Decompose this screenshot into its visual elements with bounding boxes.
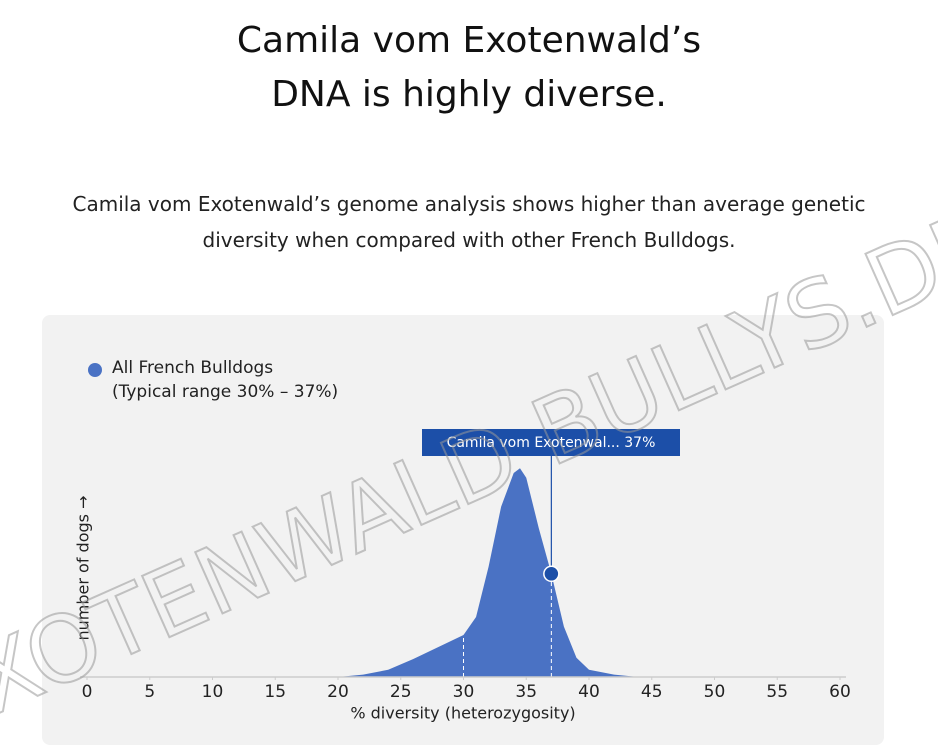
x-tick-label: 55 (766, 682, 788, 702)
legend-label: All French Bulldogs (112, 358, 273, 378)
x-tick-label: 30 (453, 682, 475, 702)
marker-point (543, 565, 560, 583)
x-tick-label: 40 (578, 682, 600, 702)
title: Camila vom Exotenwald’s DNA is highly di… (236, 20, 702, 115)
subtitle: Camila vom Exotenwald’s genome analysis … (72, 192, 866, 252)
x-tick-label: 20 (327, 682, 349, 702)
x-tick-label: 35 (515, 682, 537, 702)
legend-marker (88, 363, 102, 377)
marker-label: Camila vom Exotenwal... 37% (447, 435, 656, 451)
x-tick-label: 0 (82, 682, 93, 702)
x-tick-label: 25 (390, 682, 412, 702)
x-tick-label: 10 (202, 682, 224, 702)
x-axis-label: % diversity (heterozygosity) (350, 704, 575, 723)
x-tick-label: 15 (264, 682, 286, 702)
y-axis-label: number of dogs → (74, 496, 93, 641)
marker-label-box (422, 429, 680, 456)
legend-note: (Typical range 30% – 37%) (112, 382, 338, 402)
x-tick-label: 60 (829, 682, 851, 702)
x-tick-label: 45 (641, 682, 663, 702)
area (87, 468, 840, 677)
x-tick-label: 50 (704, 682, 726, 702)
x-tick-label: 5 (144, 682, 155, 702)
